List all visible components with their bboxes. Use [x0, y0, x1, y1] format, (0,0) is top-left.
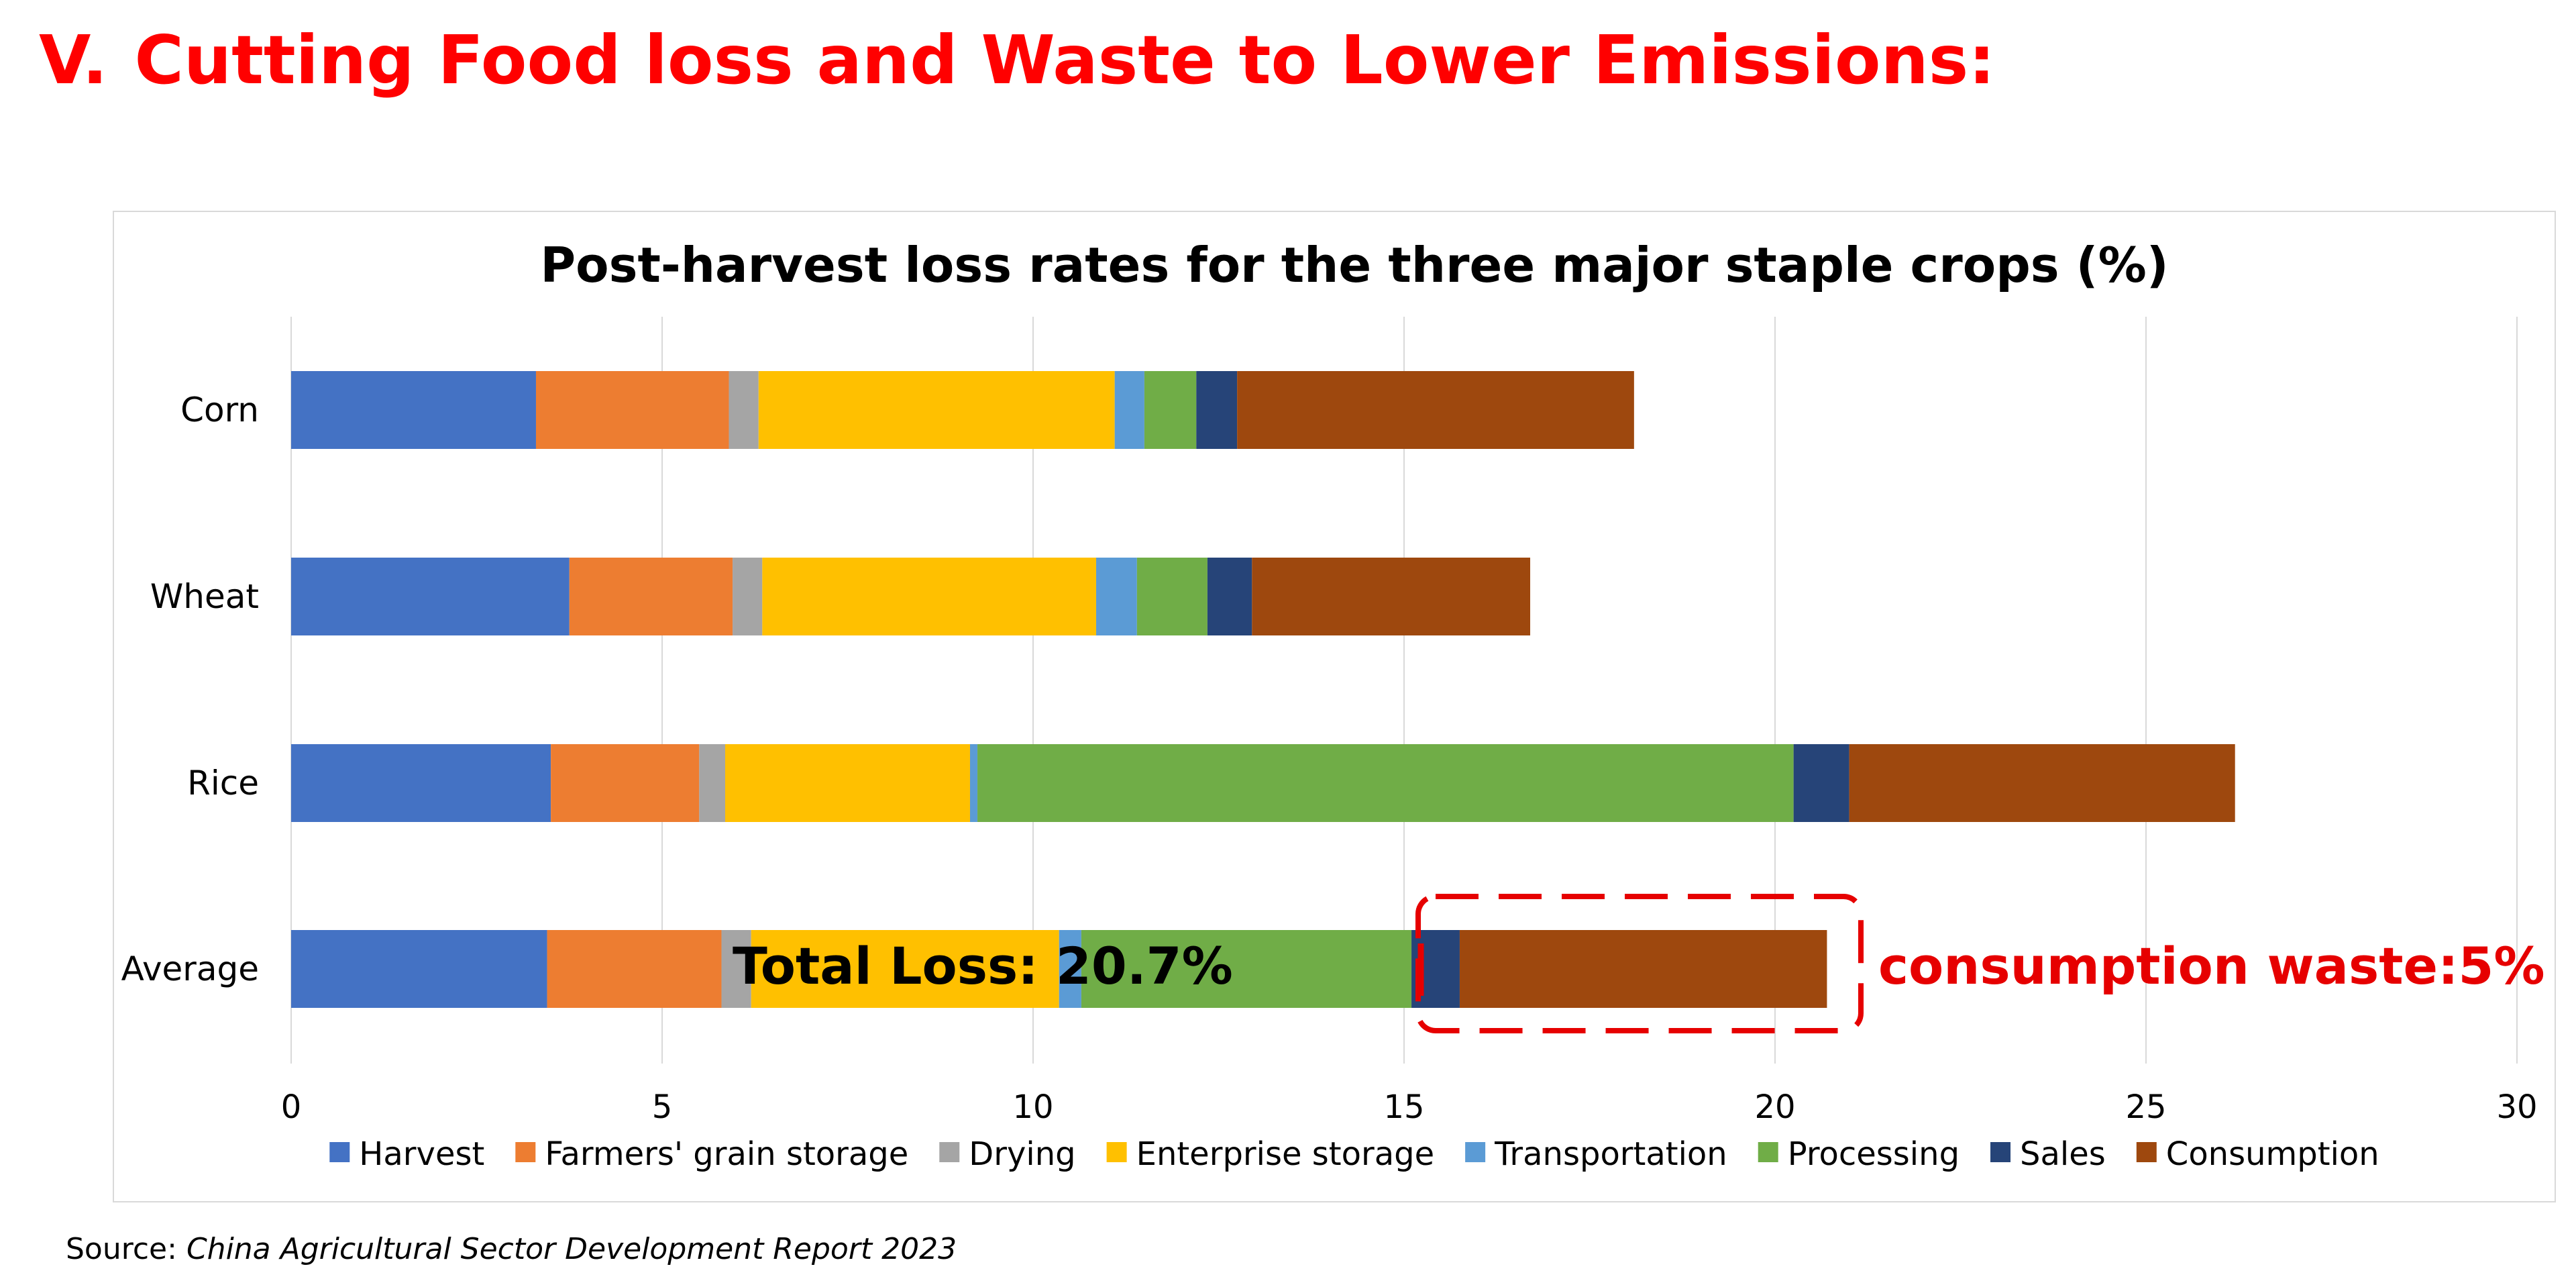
legend-swatch	[1758, 1142, 1778, 1162]
category-label: Average	[121, 949, 259, 988]
bar-segment	[1144, 371, 1197, 449]
bar-segment	[1237, 371, 1634, 449]
legend-label: Consumption	[2166, 1135, 2379, 1173]
x-tick-label: 25	[2125, 1088, 2166, 1126]
bar-segment	[729, 371, 759, 449]
legend-swatch	[939, 1142, 960, 1162]
bar-segment	[758, 371, 1115, 449]
bar-segment	[291, 744, 551, 822]
bar-segment	[1459, 930, 1827, 1008]
category-labels: Corn Wheat Rice Average	[121, 391, 259, 988]
legend-item: Sales	[1990, 1135, 2106, 1173]
x-tick-label: 10	[1012, 1088, 1053, 1126]
x-tick-label: 30	[2496, 1088, 2537, 1126]
legend-label: Drying	[969, 1135, 1075, 1173]
bar-segment	[721, 930, 751, 1008]
bar-segment	[1207, 558, 1252, 635]
bar-segment	[1793, 744, 1849, 822]
category-label: Wheat	[150, 577, 259, 616]
legend-item: Drying	[939, 1135, 1076, 1173]
bar-segment	[1059, 930, 1081, 1008]
x-tick-label: 15	[1383, 1088, 1424, 1126]
bar-segment	[569, 558, 733, 635]
x-tick-label: 0	[281, 1088, 302, 1126]
page-heading: V. Cutting Food loss and Waste to Lower E…	[39, 20, 1995, 101]
x-tick-label: 20	[1754, 1088, 1795, 1126]
bar-segment	[1849, 744, 2235, 822]
bar-segment	[1096, 558, 1137, 635]
bar-segment	[762, 558, 1097, 635]
bar-segment	[699, 744, 726, 822]
source-label: Source:	[66, 1232, 177, 1266]
annotations: Total Loss: 20.7% consumption waste:5%	[733, 894, 2545, 1033]
legend-item: Transportation	[1465, 1135, 1727, 1173]
legend-swatch	[2136, 1142, 2157, 1162]
legend: Harvest Farmers' grain storage Drying Enter…	[329, 1135, 2379, 1173]
bar-segment	[733, 558, 763, 635]
legend-swatch	[329, 1142, 350, 1162]
bar-segment	[291, 930, 547, 1008]
legend-item: Processing	[1758, 1135, 1960, 1173]
bar-segment	[1136, 558, 1208, 635]
bar-segment	[291, 558, 570, 635]
x-tick-label: 5	[652, 1088, 673, 1126]
bar-segment	[725, 744, 970, 822]
legend-label: Processing	[1788, 1135, 1960, 1173]
category-label: Rice	[187, 764, 259, 803]
legend-swatch	[1990, 1142, 2011, 1162]
bar-segment	[551, 744, 700, 822]
legend-label: Transportation	[1494, 1135, 1727, 1173]
legend-label: Enterprise storage	[1136, 1135, 1435, 1173]
legend-item: Farmers' grain storage	[515, 1135, 908, 1173]
legend-item: Consumption	[2136, 1135, 2379, 1173]
legend-label: Harvest	[359, 1135, 484, 1173]
bar-segment	[1114, 371, 1144, 449]
legend-label: Farmers' grain storage	[545, 1135, 908, 1173]
legend-swatch	[1465, 1142, 1486, 1162]
legend-swatch	[1106, 1142, 1127, 1162]
category-label: Corn	[180, 391, 259, 429]
bar-segment	[1081, 930, 1412, 1008]
consumption-waste-label: consumption waste:5%	[1878, 936, 2545, 996]
bar-segment	[1252, 558, 1531, 635]
bar-segment	[535, 371, 729, 449]
source-note: Source: China Agricultural Sector Develo…	[66, 1232, 957, 1266]
x-tick-labels: 0 5 10 15 20 25 30	[281, 1088, 2538, 1126]
legend-swatch	[515, 1142, 536, 1162]
source-title: China Agricultural Sector Development Re…	[186, 1232, 957, 1266]
bar-segment	[547, 930, 722, 1008]
chart-frame	[113, 211, 2556, 1202]
legend-item: Enterprise storage	[1106, 1135, 1435, 1173]
bar-segment	[969, 744, 978, 822]
bar-segment	[291, 371, 536, 449]
bars	[291, 371, 2235, 1008]
heading-text: Cutting Food loss and Waste to Lower Emi…	[134, 21, 1996, 99]
bar-segment	[751, 930, 1059, 1008]
legend-item: Harvest	[329, 1135, 484, 1173]
chart-title: Post-harvest loss rates for the three ma…	[540, 237, 2168, 293]
bar-segment	[977, 744, 1794, 822]
total-loss-label: Total Loss: 20.7%	[733, 936, 1233, 996]
heading-number: V.	[39, 21, 108, 99]
bar-segment	[1196, 371, 1238, 449]
legend-label: Sales	[2020, 1135, 2106, 1173]
